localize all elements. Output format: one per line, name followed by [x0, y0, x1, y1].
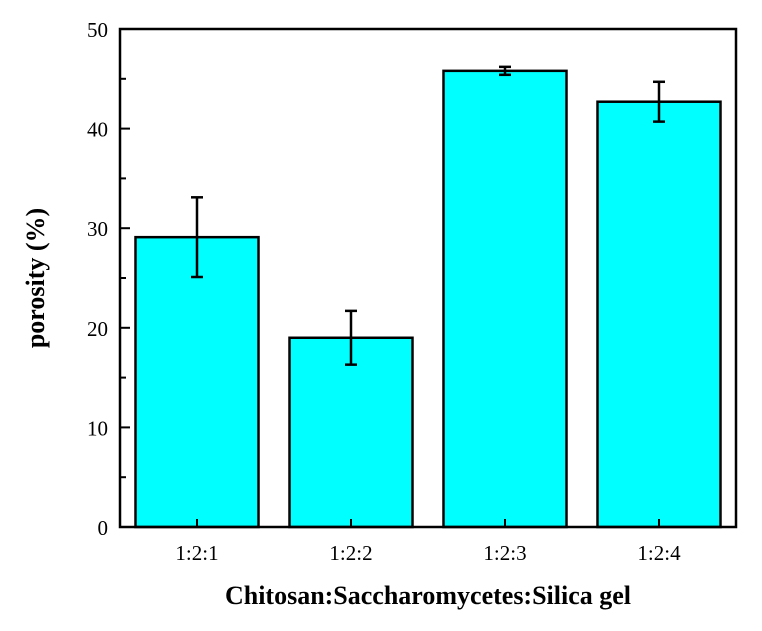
y-axis-title: porosity (%) [21, 208, 50, 348]
x-axis: 1:2:1 1:2:2 1:2:3 1:2:4 [175, 519, 681, 565]
y-tick-label: 30 [87, 217, 108, 241]
x-tick-label: 1:2:2 [329, 541, 372, 565]
x-tick-label: 1:2:4 [637, 541, 681, 565]
error-bar [499, 65, 511, 77]
y-axis: 0 10 20 30 40 50 [87, 18, 130, 540]
y-tick-label: 0 [98, 516, 109, 540]
bars-group [134, 69, 722, 529]
y-tick-label: 40 [87, 118, 108, 142]
bar-1:2:4 [596, 100, 722, 529]
error-bar [653, 80, 665, 123]
bar-1:2:2 [288, 336, 414, 529]
y-tick-label: 50 [87, 18, 108, 42]
x-tick-label: 1:2:1 [175, 541, 218, 565]
y-tick-label: 20 [87, 317, 108, 341]
bar-1:2:3 [442, 69, 568, 529]
x-axis-title: Chitosan:Saccharomycetes:Silica gel [225, 581, 631, 610]
bar-1:2:1 [134, 235, 260, 529]
y-tick-label: 10 [87, 416, 108, 440]
error-bar [345, 309, 357, 366]
error-bars-group [191, 65, 665, 366]
error-bar [191, 196, 203, 279]
x-tick-label: 1:2:3 [483, 541, 526, 565]
